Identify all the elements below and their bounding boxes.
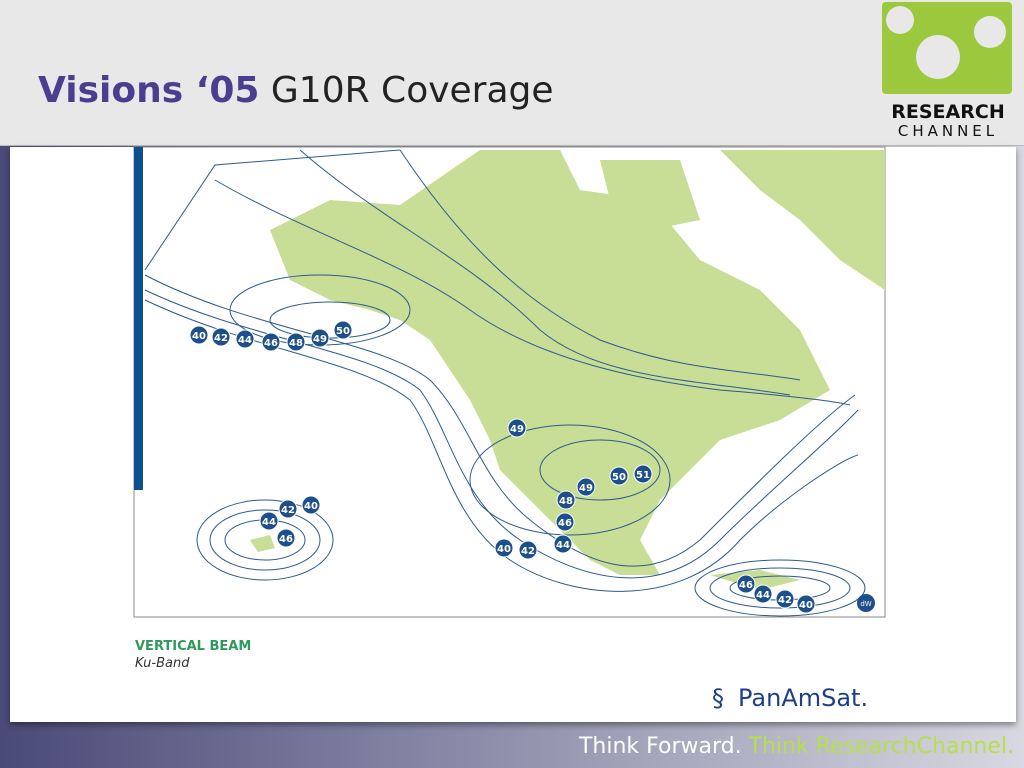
- contour: [709, 567, 851, 609]
- caribbean: [710, 570, 800, 590]
- north-america: [270, 150, 830, 575]
- label-badge: [189, 325, 209, 345]
- label-badge: [555, 512, 575, 532]
- contour: [144, 274, 856, 567]
- contour-label: 46: [558, 518, 572, 529]
- contour-label: 42: [281, 505, 295, 516]
- contour: [399, 149, 801, 381]
- contour-label: 49: [313, 334, 327, 345]
- label-badge: [609, 466, 629, 486]
- brand-icon: §: [712, 684, 724, 712]
- contour-label: 44: [238, 335, 252, 346]
- contour-label: 42: [778, 595, 792, 606]
- label-badge: [278, 499, 298, 519]
- label-badge: [261, 332, 281, 352]
- logo-bottom: CHANNEL: [898, 122, 998, 140]
- label-badge: [494, 538, 514, 558]
- contour: [144, 149, 401, 271]
- label-badge: [553, 534, 573, 554]
- contour-label: 46: [264, 338, 278, 349]
- caption-beam: VERTICAL BEAM: [135, 639, 251, 654]
- contour-label: 48: [289, 338, 303, 349]
- contour-label: 40: [497, 544, 511, 555]
- label-badge: [633, 464, 653, 484]
- caption-band: Ku-Band: [135, 656, 190, 671]
- label-badge: [235, 329, 255, 349]
- label-badge: [775, 589, 795, 609]
- contour-label: 42: [521, 546, 535, 557]
- contour-label: 40: [799, 600, 813, 611]
- contour: [214, 179, 851, 406]
- contour-label: 46: [279, 534, 293, 545]
- islands: [600, 160, 700, 230]
- logo-shape: [974, 16, 1006, 48]
- footer: Think Forward. Think ResearchChannel.: [579, 734, 1014, 759]
- label-badge: [507, 418, 527, 438]
- contour: [299, 149, 791, 396]
- brand: PanAmSat.: [738, 684, 868, 712]
- logo-top: RESEARCH: [891, 101, 1004, 123]
- label-badge: [576, 477, 596, 497]
- contour: [694, 559, 866, 617]
- contour-label: 50: [336, 326, 350, 337]
- label-badge: [736, 574, 756, 594]
- contour-label: 48: [559, 496, 573, 507]
- contour-label: 40: [304, 501, 318, 512]
- contour-label: 44: [262, 517, 276, 528]
- contour-label: 50: [612, 472, 626, 483]
- greenland: [720, 150, 885, 290]
- label-badge: [301, 495, 321, 515]
- contour: [196, 499, 334, 581]
- label-badge: [796, 594, 816, 614]
- label-badge: [286, 332, 306, 352]
- corner-mark: dW: [860, 600, 871, 608]
- footer-1: Think Forward.: [578, 734, 742, 759]
- contour-label: 42: [214, 333, 228, 344]
- label-badge: [276, 528, 296, 548]
- label-badge: [211, 327, 231, 347]
- label-badge: [518, 540, 538, 560]
- land: [250, 150, 885, 590]
- logo-shape: [886, 6, 914, 34]
- label-badge: [333, 320, 353, 340]
- contour-label: 49: [579, 483, 593, 494]
- title: Visions ‘05 G10R Coverage: [38, 70, 554, 111]
- contour: [469, 424, 671, 536]
- contour-label: 49: [510, 424, 524, 435]
- label-badge: [259, 511, 279, 531]
- footer-2: Think ResearchChannel.: [748, 734, 1014, 759]
- label-badge: [556, 490, 576, 510]
- title-rest: G10R Coverage: [270, 70, 554, 111]
- contour: [539, 439, 661, 501]
- logo: RESEARCH CHANNEL: [882, 2, 1012, 140]
- label-badge: [753, 584, 773, 604]
- hawaii: [250, 535, 275, 552]
- contour: [209, 509, 321, 571]
- label-badge: [310, 328, 330, 348]
- contour: [144, 289, 859, 579]
- contour-label: 44: [556, 540, 570, 551]
- contour-label: 51: [636, 470, 650, 481]
- header: Visions ‘05 G10R Coverage RESEARCH CHANN…: [0, 0, 1024, 146]
- contour-label: 40: [192, 331, 206, 342]
- corner-badge: [857, 594, 875, 612]
- contour-label: 46: [739, 580, 753, 591]
- contour: [269, 301, 391, 339]
- logo-shape: [916, 35, 960, 79]
- contour-label: 44: [756, 590, 770, 601]
- title-bold: Visions ‘05: [38, 70, 260, 111]
- map-bar: [134, 147, 143, 490]
